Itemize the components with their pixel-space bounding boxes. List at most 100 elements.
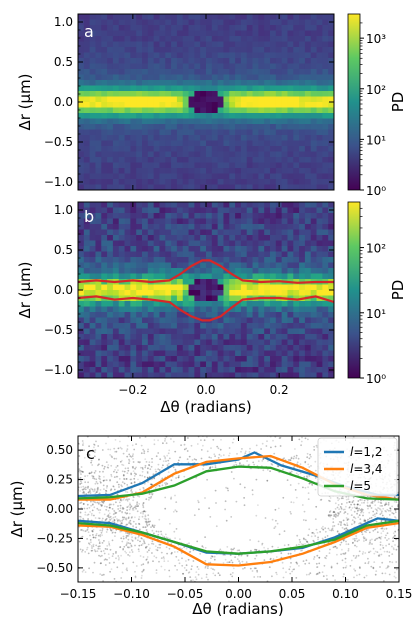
scatter-point bbox=[193, 514, 196, 517]
scatter-point bbox=[336, 562, 339, 565]
heatmap-cell bbox=[95, 58, 102, 64]
scatter-point bbox=[97, 545, 100, 548]
heatmap-cell bbox=[165, 118, 172, 125]
heatmap-cell bbox=[287, 367, 294, 373]
heatmap-cell bbox=[270, 140, 277, 147]
heatmap-cell bbox=[281, 213, 288, 219]
heatmap-cell bbox=[101, 224, 108, 230]
heatmap-cell bbox=[176, 19, 184, 26]
heatmap-cell bbox=[171, 323, 178, 329]
scatter-point bbox=[194, 576, 197, 578]
heatmap-cell bbox=[281, 113, 288, 119]
heatmap-cell bbox=[217, 63, 224, 70]
heatmap-cell bbox=[310, 91, 317, 97]
scatter-point bbox=[328, 529, 331, 532]
scatter-point bbox=[80, 480, 82, 482]
scatter-point bbox=[172, 466, 175, 469]
heatmap-cell bbox=[182, 36, 189, 42]
heatmap-cell bbox=[176, 339, 184, 346]
scatter-point bbox=[285, 432, 287, 434]
scatter-point bbox=[381, 505, 383, 507]
heatmap-cell bbox=[124, 345, 131, 351]
heatmap-cell bbox=[217, 52, 224, 59]
heatmap-cell bbox=[258, 41, 265, 48]
heatmap-cell bbox=[206, 168, 213, 174]
heatmap-cell bbox=[124, 113, 131, 119]
heatmap-cell bbox=[206, 151, 213, 158]
heatmap-cell bbox=[188, 213, 195, 219]
heatmap-cell bbox=[200, 80, 207, 86]
scatter-point bbox=[217, 433, 219, 435]
heatmap-cell bbox=[211, 207, 219, 214]
scatter-point bbox=[145, 518, 147, 521]
heatmap-cell bbox=[118, 312, 125, 318]
heatmap-cell bbox=[293, 339, 300, 346]
heatmap-cell bbox=[299, 273, 306, 280]
heatmap-cell bbox=[101, 14, 108, 20]
scatter-point bbox=[99, 503, 102, 506]
heatmap-cell bbox=[293, 312, 300, 318]
scatter-point bbox=[381, 572, 384, 575]
heatmap-cell bbox=[130, 168, 137, 174]
heatmap-cell bbox=[316, 102, 323, 108]
heatmap-cell bbox=[281, 107, 288, 114]
heatmap-cell bbox=[83, 240, 91, 247]
heatmap-cell bbox=[304, 129, 312, 136]
scatter-point bbox=[209, 467, 212, 470]
heatmap-cell bbox=[188, 328, 195, 335]
heatmap-cell bbox=[200, 251, 207, 258]
heatmap-cell bbox=[200, 107, 207, 114]
heatmap-cell bbox=[211, 80, 219, 86]
heatmap-cell bbox=[176, 129, 184, 136]
heatmap-cell bbox=[217, 372, 224, 378]
heatmap-cell bbox=[293, 224, 300, 230]
heatmap-cell bbox=[112, 14, 120, 20]
heatmap-cell bbox=[118, 235, 125, 241]
heatmap-cell bbox=[328, 25, 334, 31]
heatmap-cell bbox=[95, 356, 102, 362]
heatmap-cell bbox=[211, 85, 219, 92]
heatmap-cell bbox=[95, 80, 102, 86]
heatmap-cell bbox=[176, 184, 184, 190]
heatmap-cell bbox=[89, 96, 96, 103]
heatmap-cell bbox=[78, 118, 85, 125]
heatmap-cell bbox=[95, 52, 102, 59]
scatter-point bbox=[389, 507, 392, 510]
scatter-point bbox=[125, 552, 128, 554]
heatmap-cell bbox=[299, 345, 306, 351]
heatmap-cell bbox=[182, 345, 189, 351]
heatmap-cell bbox=[235, 140, 242, 147]
heatmap-cell bbox=[240, 273, 248, 280]
heatmap-cell bbox=[101, 25, 108, 31]
heatmap-cell bbox=[188, 85, 195, 92]
scatter-point bbox=[104, 548, 107, 550]
scatter-point bbox=[345, 498, 348, 501]
colorbar-a bbox=[347, 13, 361, 191]
heatmap-cell bbox=[211, 41, 219, 48]
heatmap-cell bbox=[147, 350, 155, 357]
heatmap-cell bbox=[165, 173, 172, 180]
heatmap-cell bbox=[107, 268, 114, 274]
heatmap-cell bbox=[287, 58, 294, 64]
scatter-point bbox=[369, 550, 372, 553]
heatmap-cell bbox=[176, 58, 184, 64]
scatter-point bbox=[178, 475, 180, 477]
heatmap-cell bbox=[153, 85, 160, 92]
heatmap-cell bbox=[322, 224, 329, 230]
scatter-point bbox=[148, 464, 151, 467]
heatmap-cell bbox=[287, 290, 294, 296]
heatmap-cell bbox=[136, 146, 143, 152]
heatmap-cell bbox=[124, 361, 131, 368]
heatmap-cell bbox=[153, 350, 160, 357]
heatmap-cell bbox=[328, 184, 334, 190]
scatter-point bbox=[215, 502, 217, 504]
heatmap-cell bbox=[118, 129, 125, 136]
heatmap-cell bbox=[153, 295, 160, 302]
heatmap-cell bbox=[304, 334, 312, 340]
heatmap-cell bbox=[95, 96, 102, 103]
heatmap-cell bbox=[159, 146, 166, 152]
heatmap-cell bbox=[107, 202, 114, 208]
heatmap-cell bbox=[112, 290, 120, 296]
scatter-point bbox=[138, 544, 141, 547]
scatter-point bbox=[116, 493, 119, 496]
